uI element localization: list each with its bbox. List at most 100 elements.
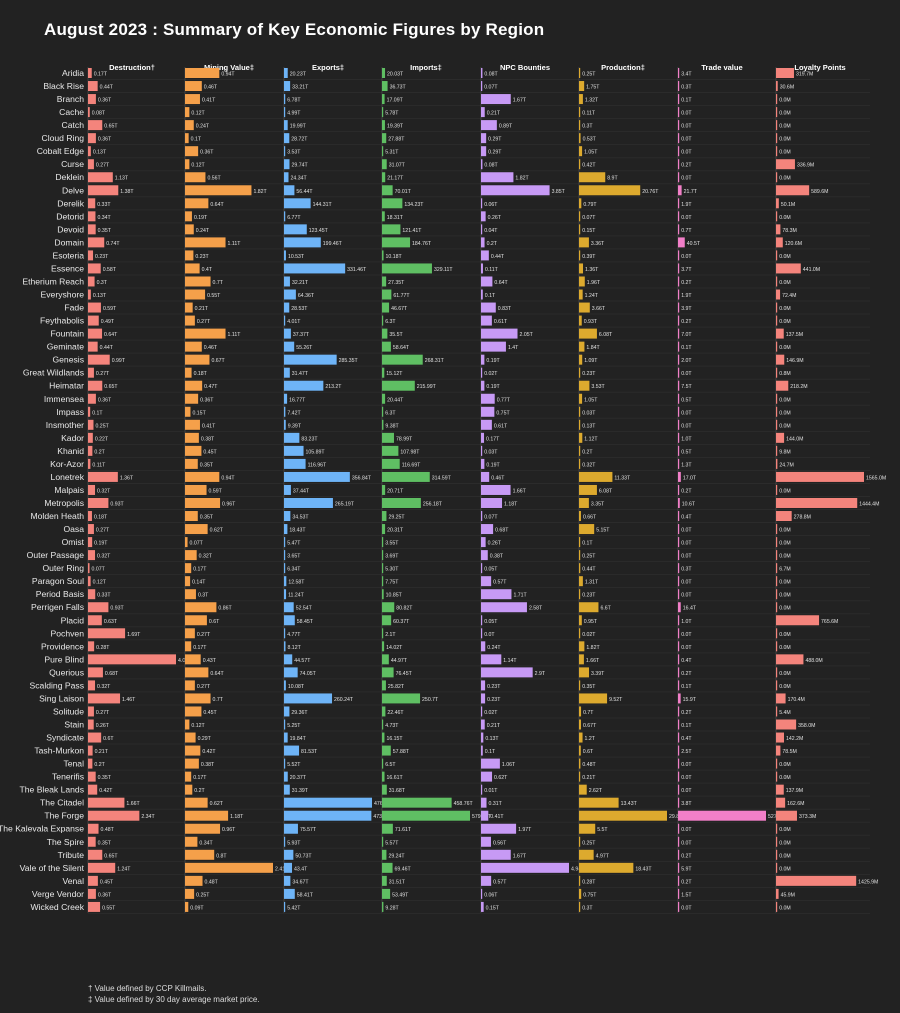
data-label-imports-khanid: 107.98T [400,449,420,455]
bar-trade-value-providence [678,641,680,652]
bar-npc-bounties-wicked-creek [481,901,484,912]
bar-trade-value-malpais [678,484,680,495]
data-label-trade-value-tribut: 0.2T [681,853,692,859]
data-label-trade-value-providence: 0.0T [681,645,692,651]
bar-trade-value-fade [678,302,680,313]
bar-npc-bounties-detorid [481,211,486,222]
bar-exports-syndicate [284,732,288,743]
category-label-fade: Fade [64,303,84,313]
bar-exports-vale-of-the-silent [284,862,293,873]
data-label-destruction-metropolis: 0.93T [110,501,124,507]
data-label-trade-value-tenerifis: 0.0T [681,775,692,781]
bar-imports-derelik [382,198,403,209]
data-label-imports-deklein: 21.17T [387,176,404,182]
data-label-exports-derelik: 144.31T [313,202,333,208]
data-label-trade-value-insmother: 0.0T [681,423,692,429]
bar-production-pochven [579,628,581,639]
data-label-loyalty-points-tenerifis: 0.0M [779,775,791,781]
data-label-trade-value-metropolis: 10.6T [682,501,696,507]
category-label-molden-heath: Molden Heath [30,511,84,521]
data-label-loyalty-points-branch: 0.0M [779,98,791,104]
bar-imports-period-basis [382,589,384,600]
data-label-imports-cloud-ring: 27.88T [388,137,405,143]
bar-production-feythabolis [579,315,582,326]
data-label-exports-scalding-pass: 10.08T [288,684,305,690]
data-label-npc-bounties-verge-vendor: 0.06T [484,892,498,898]
data-label-exports-great-wildlands: 31.47T [292,371,309,377]
bar-trade-value-sing-laison [678,693,681,704]
bar-npc-bounties-providence [481,641,486,652]
bar-production-esoteria [579,250,581,261]
data-label-imports-wicked-creek: 9.28T [385,905,399,911]
bar-npc-bounties-venal [481,875,492,886]
data-label-mining-value-khanid: 0.45T [203,449,217,455]
bar-destruction-oasa [88,524,94,535]
data-label-loyalty-points-kor-azor: 24.7M [779,462,793,468]
category-label-stain: Stain [64,720,84,730]
bar-imports-everyshore [382,289,392,300]
data-label-mining-value-tenal: 0.38T [201,762,215,768]
bar-loyalty-points-pochven [776,628,778,639]
bar-mining-value-essence [185,263,200,274]
bar-trade-value-everyshore [678,289,680,300]
data-label-exports-kador: 83.23T [301,436,318,442]
bar-imports-great-wildlands [382,367,385,378]
bar-trade-value-molden-heath [678,511,680,522]
bar-loyalty-points-verge-vendor [776,888,779,899]
data-label-trade-value-vale-of-the-silent: 5.9T [681,866,692,872]
bar-mining-value-deklein [185,172,206,183]
bar-destruction-solitude [88,706,94,717]
data-label-npc-bounties-pure-blind: 1.14T [503,658,517,664]
data-label-npc-bounties-the-kalevala-expanse: 1.97T [518,827,532,833]
bar-production-aridia [579,68,581,78]
data-label-loyalty-points-pure-blind: 488.0M [805,658,822,664]
data-label-npc-bounties-deklein: 1.82T [515,176,529,182]
data-label-imports-etherium-reach: 27.35T [388,280,405,286]
data-label-loyalty-points-tribut: 0.0M [779,853,791,859]
data-label-imports-vale-of-the-silent: 69.46T [395,866,412,872]
bar-mining-value-branch [185,94,200,105]
bar-exports-paragon-soul [284,576,287,587]
category-label-cloud-ring: Cloud Ring [41,133,84,143]
data-label-loyalty-points-deklein: 0.0M [779,176,791,182]
data-label-loyalty-points-black-rise: 30.6M [780,85,794,91]
data-label-production-lonetrek: 11.33T [614,475,631,481]
bar-production-outer-passage [579,550,581,561]
bar-production-oasa [579,524,595,535]
bar-npc-bounties-fade [481,302,496,313]
data-label-destruction-genesis: 0.99T [112,358,126,364]
bar-destruction-the-spire [88,836,96,847]
data-label-exports-cloud-ring: 28.72T [291,137,308,143]
bar-destruction-tribut [88,849,103,860]
category-label-perrigen-falls: Perrigen Falls [31,602,84,612]
data-label-npc-bounties-feythabolis: 0.61T [494,319,508,325]
bar-trade-value-black-rise [678,81,680,92]
bar-npc-bounties-kador [481,432,485,443]
bar-trade-value-outer-ring [678,563,680,574]
data-label-imports-impass: 6.3T [385,410,396,416]
bar-mining-value-metropolis [185,497,221,508]
bar-trade-value-aridia [678,68,680,78]
data-label-exports-stain: 5.25T [287,723,301,729]
data-label-npc-bounties-solitude: 0.02T [484,710,498,716]
data-label-npc-bounties-etherium-reach: 0.64T [494,280,508,286]
bar-mining-value-geminate [185,341,202,352]
data-label-loyalty-points-lonetrek: 1565.0M [866,475,886,481]
data-label-loyalty-points-the-forge: 373.3M [799,814,816,820]
data-label-exports-black-rise: 33.21T [292,85,309,91]
bar-loyalty-points-heimatar [776,380,789,391]
data-label-exports-omist: 5.47T [287,541,301,547]
data-label-exports-etherium-reach: 32.21T [292,280,309,286]
data-label-mining-value-cache: 0.12T [191,111,205,117]
bar-loyalty-points-stain [776,719,797,730]
data-label-mining-value-syndicate: 0.29T [198,736,212,742]
bar-loyalty-points-lonetrek [776,471,864,482]
bar-production-everyshore [579,289,583,300]
category-label-esoteria: Esoteria [52,250,84,260]
data-label-npc-bounties-syndicate: 0.13T [485,736,499,742]
bar-loyalty-points-omist [776,537,778,548]
data-label-mining-value-outer-passage: 0.32T [199,554,213,560]
column-header-production: Production‡ [601,63,645,72]
data-label-mining-value-heimatar: 0.47T [204,384,218,390]
data-label-trade-value-feythabolis: 0.2T [681,319,692,325]
